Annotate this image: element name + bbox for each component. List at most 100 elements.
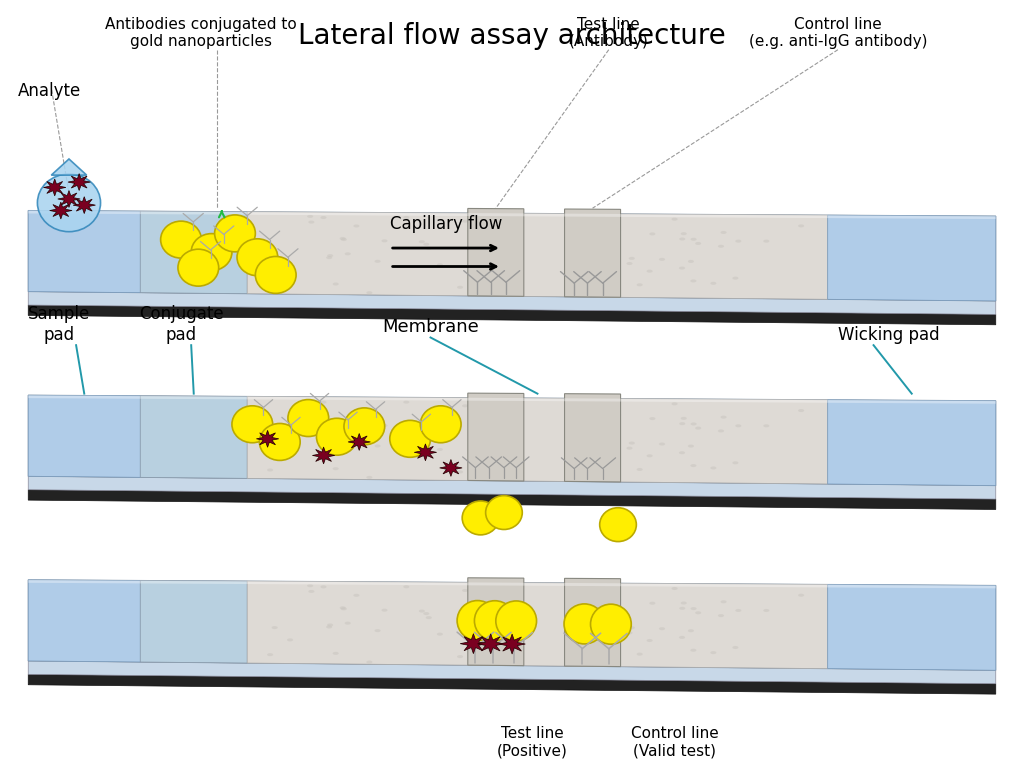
- Ellipse shape: [340, 606, 346, 609]
- Polygon shape: [827, 400, 995, 486]
- Ellipse shape: [679, 267, 685, 270]
- Polygon shape: [256, 430, 279, 447]
- Ellipse shape: [681, 601, 687, 604]
- Ellipse shape: [497, 613, 503, 616]
- Ellipse shape: [437, 448, 443, 451]
- Ellipse shape: [308, 221, 314, 224]
- Ellipse shape: [511, 618, 517, 621]
- Ellipse shape: [516, 290, 522, 293]
- Ellipse shape: [462, 589, 468, 592]
- Ellipse shape: [565, 288, 571, 291]
- Ellipse shape: [511, 248, 517, 251]
- Ellipse shape: [679, 422, 685, 425]
- Ellipse shape: [457, 470, 463, 474]
- Ellipse shape: [333, 652, 339, 655]
- Ellipse shape: [629, 442, 635, 445]
- Ellipse shape: [38, 174, 100, 232]
- Ellipse shape: [375, 444, 381, 447]
- Ellipse shape: [610, 435, 616, 438]
- Polygon shape: [468, 208, 524, 296]
- Ellipse shape: [381, 239, 387, 243]
- Ellipse shape: [506, 271, 512, 274]
- Ellipse shape: [732, 277, 738, 280]
- Ellipse shape: [690, 649, 696, 652]
- Ellipse shape: [615, 229, 622, 232]
- Ellipse shape: [564, 604, 605, 644]
- Ellipse shape: [627, 262, 633, 265]
- Ellipse shape: [367, 476, 373, 479]
- Ellipse shape: [419, 425, 425, 428]
- Ellipse shape: [341, 238, 347, 241]
- Ellipse shape: [497, 243, 503, 246]
- Ellipse shape: [798, 409, 804, 412]
- Ellipse shape: [426, 616, 432, 619]
- Ellipse shape: [341, 422, 347, 425]
- Ellipse shape: [327, 254, 333, 257]
- Text: Antibodies conjugated to
gold nanoparticles: Antibodies conjugated to gold nanopartic…: [105, 16, 297, 49]
- Ellipse shape: [721, 231, 727, 234]
- Ellipse shape: [690, 607, 696, 610]
- Polygon shape: [29, 580, 995, 670]
- Text: Lateral flow assay architecture: Lateral flow assay architecture: [298, 22, 726, 50]
- Ellipse shape: [571, 418, 578, 421]
- Ellipse shape: [327, 623, 333, 626]
- Ellipse shape: [732, 646, 738, 649]
- Ellipse shape: [307, 399, 313, 402]
- Ellipse shape: [353, 594, 359, 597]
- Ellipse shape: [659, 258, 665, 261]
- Ellipse shape: [367, 291, 373, 294]
- Polygon shape: [29, 395, 995, 404]
- Ellipse shape: [732, 461, 738, 464]
- Polygon shape: [415, 444, 436, 461]
- Ellipse shape: [375, 260, 381, 263]
- Polygon shape: [29, 580, 140, 662]
- Ellipse shape: [629, 626, 635, 629]
- Polygon shape: [348, 433, 371, 450]
- Polygon shape: [477, 634, 504, 654]
- Ellipse shape: [615, 414, 622, 416]
- Ellipse shape: [735, 609, 741, 612]
- Polygon shape: [140, 396, 247, 478]
- Ellipse shape: [637, 468, 643, 471]
- Ellipse shape: [763, 239, 769, 243]
- Ellipse shape: [259, 423, 300, 460]
- Ellipse shape: [271, 257, 278, 260]
- Ellipse shape: [735, 239, 741, 243]
- Ellipse shape: [679, 237, 685, 240]
- Ellipse shape: [308, 405, 314, 408]
- Ellipse shape: [763, 424, 769, 427]
- Ellipse shape: [426, 432, 432, 435]
- Ellipse shape: [345, 622, 351, 625]
- Polygon shape: [460, 634, 486, 653]
- Ellipse shape: [471, 639, 477, 642]
- Polygon shape: [140, 580, 247, 663]
- Ellipse shape: [308, 590, 314, 593]
- Ellipse shape: [485, 496, 522, 529]
- Ellipse shape: [419, 609, 425, 612]
- Ellipse shape: [271, 626, 278, 629]
- Polygon shape: [468, 393, 524, 481]
- Ellipse shape: [637, 284, 643, 286]
- Text: Membrane: Membrane: [382, 318, 479, 336]
- Polygon shape: [564, 394, 621, 482]
- Text: Control line
(Valid test): Control line (Valid test): [631, 726, 719, 759]
- Polygon shape: [499, 634, 525, 654]
- Text: Test line
(Positive): Test line (Positive): [497, 726, 567, 759]
- Ellipse shape: [566, 601, 572, 604]
- Polygon shape: [29, 305, 995, 325]
- Polygon shape: [29, 395, 140, 477]
- Ellipse shape: [610, 250, 616, 253]
- Ellipse shape: [721, 415, 727, 419]
- Ellipse shape: [504, 263, 510, 266]
- Ellipse shape: [403, 216, 410, 219]
- Ellipse shape: [457, 655, 463, 658]
- Ellipse shape: [345, 253, 351, 255]
- Polygon shape: [247, 212, 827, 299]
- Ellipse shape: [503, 645, 509, 648]
- Ellipse shape: [367, 660, 373, 663]
- Text: Wicking pad: Wicking pad: [838, 326, 940, 343]
- Ellipse shape: [627, 446, 633, 450]
- Polygon shape: [827, 215, 995, 301]
- Ellipse shape: [721, 601, 727, 603]
- Ellipse shape: [695, 611, 701, 615]
